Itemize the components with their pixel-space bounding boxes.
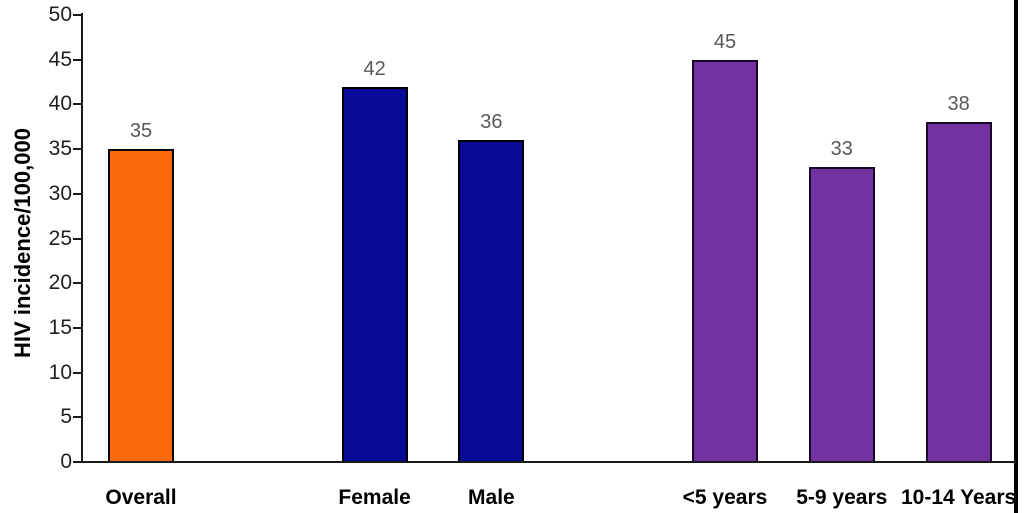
- y-tick-label: 20: [48, 271, 72, 295]
- y-tick-label: 10: [48, 360, 72, 384]
- bar-10-14-years: [925, 122, 992, 463]
- y-tick: [73, 14, 81, 16]
- bar-overall: [108, 149, 174, 463]
- y-tick: [73, 148, 81, 151]
- category-label: <5 years: [682, 486, 768, 509]
- y-tick: [73, 237, 81, 240]
- y-tick-label: 0: [60, 450, 72, 473]
- y-tick: [73, 371, 81, 374]
- bar-male: [458, 140, 525, 463]
- y-tick: [73, 103, 81, 106]
- y-tick: [73, 326, 81, 329]
- y-tick-label: 25: [48, 226, 72, 250]
- y-tick-label: 50: [48, 3, 72, 26]
- y-tick: [73, 461, 81, 463]
- y-tick: [73, 282, 81, 285]
- bar-5-9-years: [808, 166, 875, 463]
- bar-value-label: 38: [947, 93, 970, 116]
- category-label: Female: [338, 486, 411, 509]
- y-tick-label: 15: [48, 315, 72, 339]
- bar-value-label: 36: [480, 111, 503, 134]
- y-tick: [73, 58, 81, 61]
- y-tick-label: 30: [48, 181, 72, 205]
- category-label: Male: [468, 486, 515, 509]
- x-axis-line: [81, 461, 1016, 463]
- bar-value-label: 33: [830, 137, 853, 160]
- bar-female: [341, 86, 408, 463]
- bar-value-label: 35: [129, 120, 153, 143]
- category-label: 5-9 years: [796, 486, 888, 509]
- y-tick-label: 45: [48, 47, 72, 71]
- y-tick: [73, 192, 81, 195]
- y-tick: [73, 416, 81, 419]
- y-tick-label: 5: [60, 405, 72, 429]
- y-tick-label: 35: [48, 137, 72, 161]
- category-label: Overall: [105, 486, 177, 509]
- y-tick-label: 40: [48, 92, 72, 116]
- frame-right-border: [1014, 0, 1018, 513]
- y-axis-line: [81, 13, 83, 463]
- category-label: 10-14 Years: [900, 486, 1017, 509]
- bar-value-label: 42: [363, 57, 386, 80]
- bar--5-years: [692, 59, 758, 463]
- bar-value-label: 45: [713, 30, 737, 53]
